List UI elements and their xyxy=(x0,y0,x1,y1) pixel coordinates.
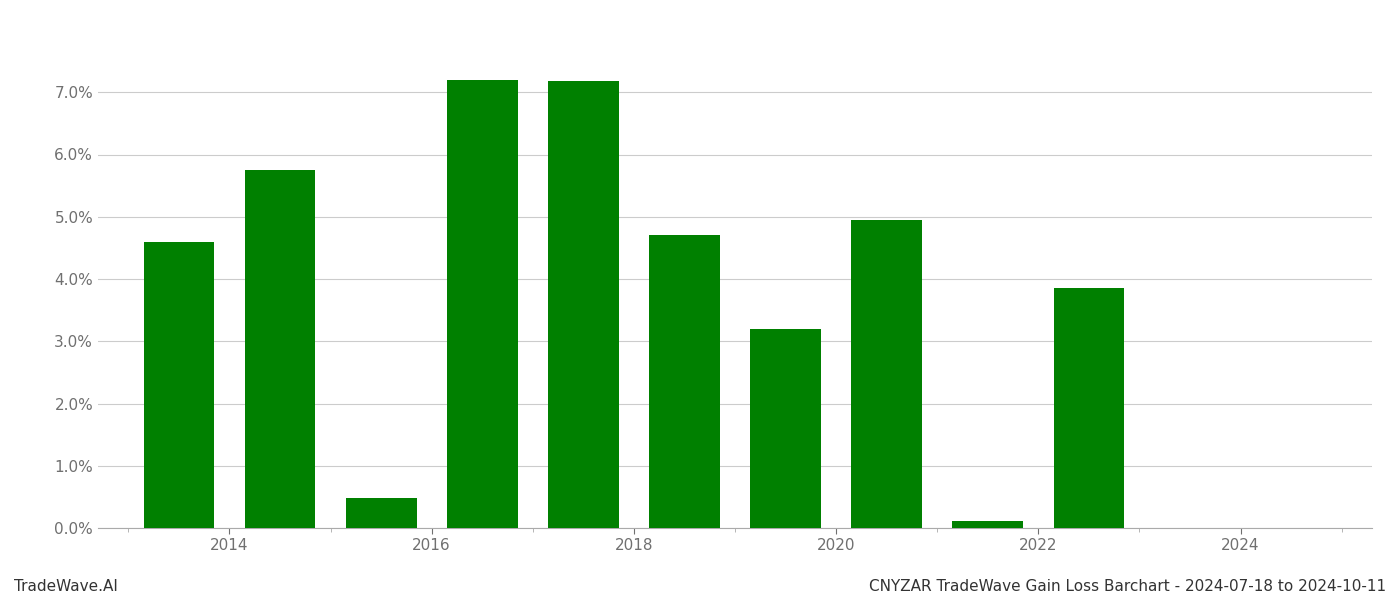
Bar xyxy=(245,170,315,528)
Bar xyxy=(851,220,923,528)
Bar xyxy=(1054,289,1124,528)
Bar xyxy=(144,242,214,528)
Bar xyxy=(346,498,417,528)
Bar xyxy=(750,329,820,528)
Bar xyxy=(952,521,1023,528)
Bar xyxy=(650,235,720,528)
Text: CNYZAR TradeWave Gain Loss Barchart - 2024-07-18 to 2024-10-11: CNYZAR TradeWave Gain Loss Barchart - 20… xyxy=(869,579,1386,594)
Text: TradeWave.AI: TradeWave.AI xyxy=(14,579,118,594)
Bar xyxy=(547,81,619,528)
Bar xyxy=(447,80,518,528)
